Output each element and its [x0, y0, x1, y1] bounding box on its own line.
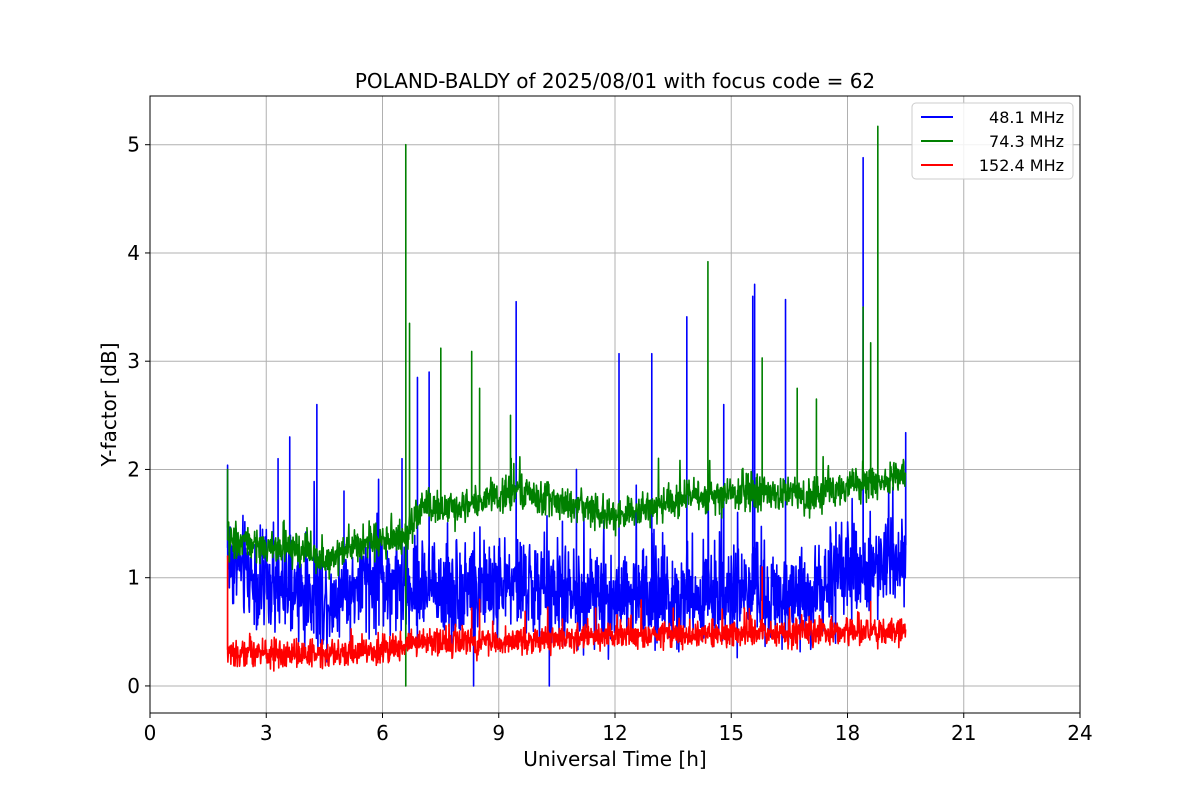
y-tick-label: 0 — [127, 674, 140, 698]
legend-label: 74.3 MHz — [989, 132, 1064, 151]
y-tick-label: 4 — [127, 241, 140, 265]
y-tick-label: 1 — [127, 566, 140, 590]
x-tick-label: 0 — [144, 721, 157, 745]
x-tick-label: 18 — [835, 721, 860, 745]
x-tick-label: 3 — [260, 721, 273, 745]
y-tick-label: 5 — [127, 133, 140, 157]
legend: 48.1 MHz 74.3 MHz 152.4 MHz — [911, 102, 1074, 180]
legend-label: 152.4 MHz — [979, 156, 1064, 175]
series-line — [226, 555, 907, 672]
x-tick-label: 9 — [492, 721, 505, 745]
series-line — [226, 156, 907, 687]
x-axis-label: Universal Time [h] — [523, 747, 706, 771]
x-tick-label: 24 — [1067, 721, 1092, 745]
legend-box — [911, 102, 1074, 180]
x-tick-label: 15 — [719, 721, 744, 745]
series-layer — [226, 125, 907, 687]
y-axis-label: Y-factor [dB] — [97, 342, 121, 467]
series-line — [226, 125, 907, 687]
x-tick-label: 12 — [602, 721, 627, 745]
y-tick-label: 3 — [127, 349, 140, 373]
legend-label: 48.1 MHz — [989, 108, 1064, 127]
chart-title: POLAND-BALDY of 2025/08/01 with focus co… — [355, 69, 875, 93]
x-tick-label: 6 — [376, 721, 389, 745]
y-tick-label: 2 — [127, 457, 140, 481]
x-tick-label: 21 — [951, 721, 976, 745]
